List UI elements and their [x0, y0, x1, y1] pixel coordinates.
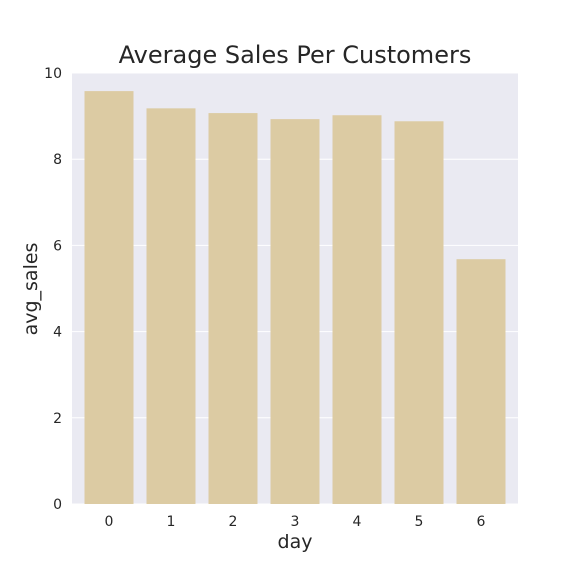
x-axis-ticks: 0 1 2 3 4 5 6: [105, 514, 486, 530]
x-axis-label: day: [278, 531, 313, 553]
bar-day-5: [394, 121, 444, 504]
bar-day-2: [208, 113, 258, 504]
y-tick-label: 0: [53, 497, 62, 513]
y-axis-ticks: 0 2 4 6 8 10: [44, 66, 62, 513]
x-tick-label: 1: [167, 514, 176, 530]
y-axis-label: avg_sales: [20, 243, 42, 336]
bar-day-3: [270, 119, 320, 504]
bar-day-1: [146, 108, 196, 504]
y-tick-label: 8: [53, 152, 62, 168]
y-tick-label: 6: [53, 238, 62, 254]
bars: [84, 91, 506, 505]
x-tick-label: 3: [291, 514, 300, 530]
x-tick-label: 2: [229, 514, 238, 530]
chart-title: Average Sales Per Customers: [119, 41, 472, 69]
y-tick-label: 4: [53, 325, 62, 341]
x-tick-label: 4: [353, 514, 362, 530]
x-tick-label: 0: [105, 514, 114, 530]
bar-day-0: [84, 91, 134, 505]
bar-day-4: [332, 115, 382, 504]
bar-day-6: [456, 259, 506, 504]
y-tick-label: 10: [44, 66, 62, 82]
x-tick-label: 5: [415, 514, 424, 530]
x-tick-label: 6: [477, 514, 486, 530]
y-tick-label: 2: [53, 411, 62, 427]
